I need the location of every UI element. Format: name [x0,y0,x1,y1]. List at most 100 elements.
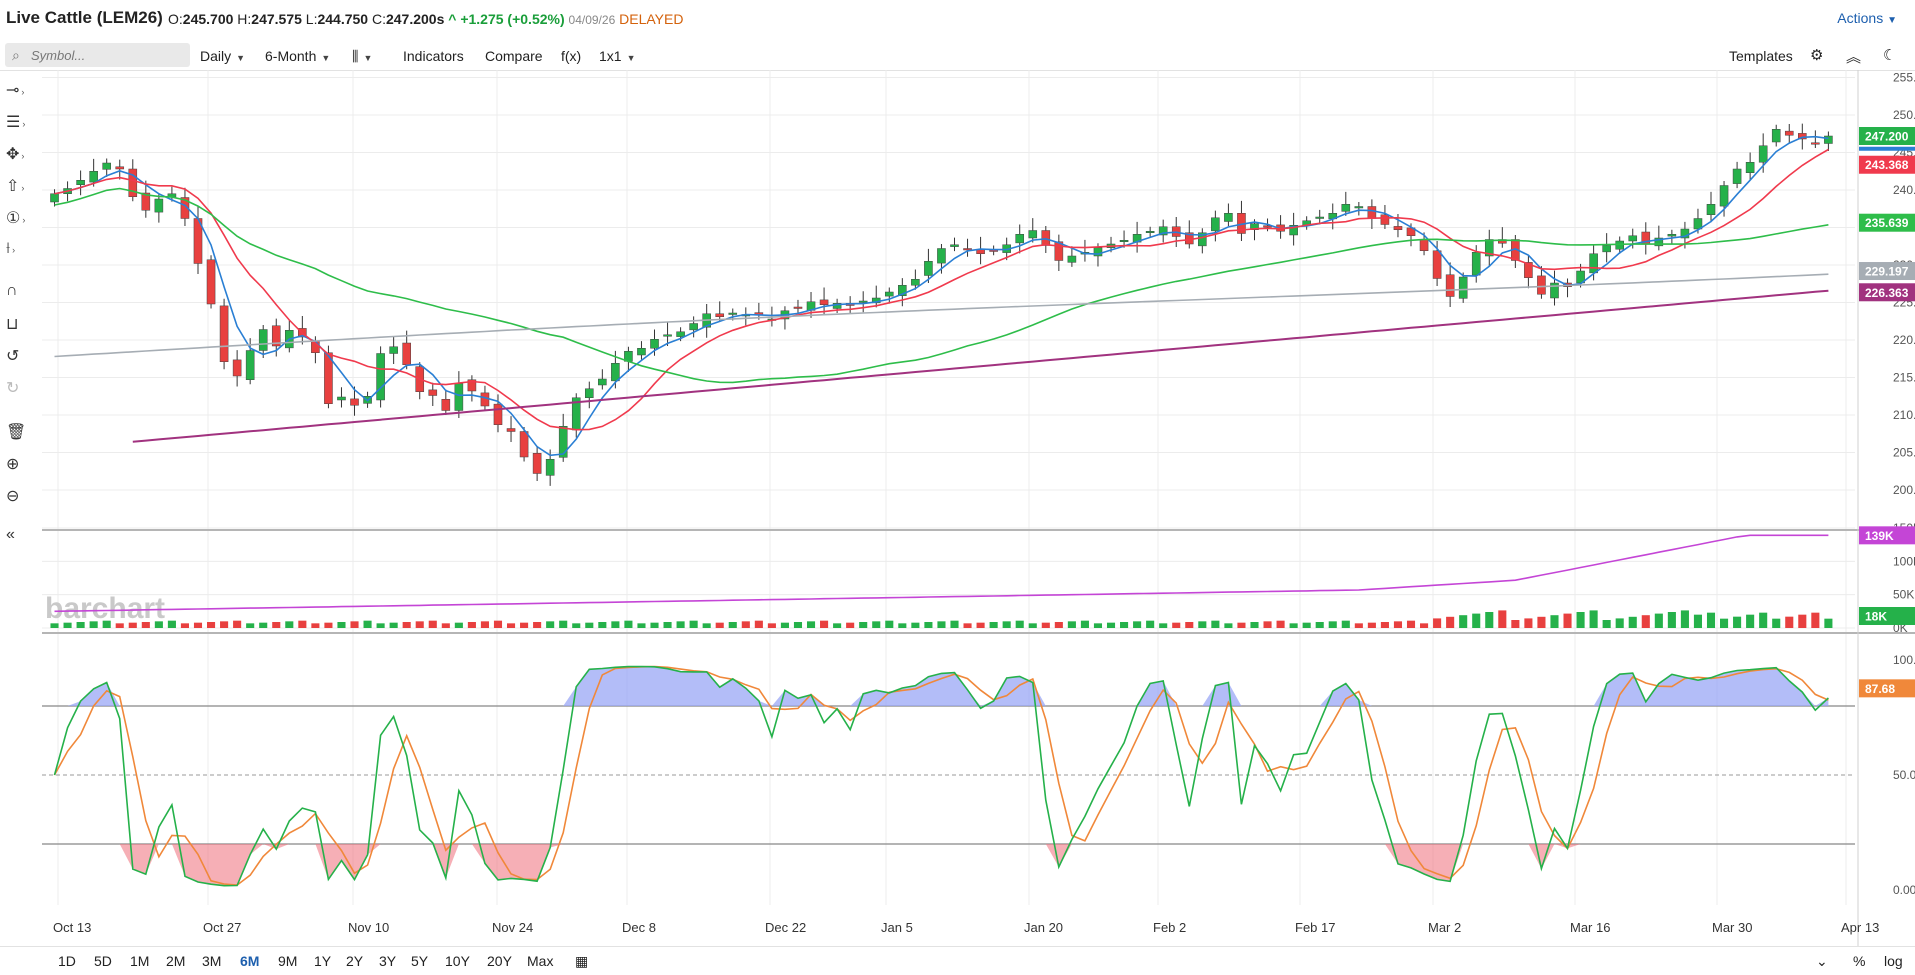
volume-bar [1498,610,1507,628]
candle-up [1667,234,1677,237]
chevron-down-icon[interactable]: ⌄ [1816,953,1828,969]
range-max[interactable]: Max [527,953,554,969]
volume-bar [676,621,685,628]
candle-up [1484,239,1494,257]
volume-bar [585,622,594,628]
candle-up [1145,231,1155,233]
period-dropdown[interactable]: 6-Month ▼ [265,48,331,64]
ma-green-tag-bg [1859,213,1915,232]
chart-type-dropdown[interactable]: ⫼ ▼ [352,48,372,65]
range-1d[interactable]: 1D [58,953,76,969]
redo-icon[interactable]: ↻ [6,380,20,397]
crosshair-icon[interactable]: ⊸ › [6,82,25,99]
measure-icon[interactable]: ⟊ › [6,240,16,257]
volume-bar [885,620,894,628]
volume-bar [1406,620,1416,628]
volume-bar [793,622,803,628]
volume-bar [1159,623,1168,628]
volume-bar [285,621,294,628]
volume-bar [50,623,59,628]
x-tick-label: Oct 13 [53,920,91,935]
range-3m[interactable]: 3M [202,953,222,969]
candle-up [650,339,659,349]
trash-icon[interactable]: 🗑 [6,424,27,441]
actions-menu[interactable]: Actions ▼ [1837,10,1897,26]
candle-down [793,306,803,309]
fx-button[interactable]: f(x) [561,48,582,64]
volume-bar [141,622,150,628]
volume-bar [911,622,920,628]
candle-up [637,348,646,356]
dark-mode-icon[interactable]: ☾ [1883,47,1897,64]
range-2m[interactable]: 2M [166,953,186,969]
stoch-axis-label: 0.00 [1893,883,1915,897]
volume-bar [1706,612,1716,628]
candle-up [858,300,868,303]
zoom-out-icon[interactable]: ⊖ [6,488,20,505]
candle-up [1341,204,1351,212]
undo-icon[interactable]: ↺ [6,348,20,365]
volume-bar [167,620,176,628]
collapse-icon[interactable]: « [6,526,15,543]
x-tick-label: Nov 24 [492,920,533,935]
candle-up [728,312,738,315]
ma-purple-line [132,289,1829,443]
calendar-icon[interactable]: ▦ [575,953,589,969]
volume-bar [741,621,750,628]
range-1m[interactable]: 1M [130,953,150,969]
candle-up [663,334,672,337]
range-20y[interactable]: 20Y [487,953,512,969]
x-tick-label: Apr 13 [1841,920,1879,935]
x-tick-label: Dec 22 [765,920,806,935]
compare-button[interactable]: Compare [485,48,543,64]
volume-bar [520,622,529,628]
volume-bar [1772,618,1781,628]
volume-bar [1120,622,1129,628]
ma-purple-tag-bg [1859,283,1915,302]
instrument-title[interactable]: Live Cattle (LEM26) [6,8,163,27]
log-toggle[interactable]: log [1884,953,1903,969]
move-icon[interactable]: ✥ › [6,146,25,163]
candle-up [154,198,164,213]
candle-up [1224,213,1233,222]
x-tick-label: Oct 27 [203,920,241,935]
volume-bar [1576,612,1585,628]
range-9m[interactable]: 9M [278,953,298,969]
range-6m[interactable]: 6M [240,953,260,969]
candle-down [963,248,972,251]
candle-down [206,259,216,305]
expand-icon[interactable]: ︽ [1846,49,1862,66]
candle-up [884,291,894,297]
volume-last-tag: 18K [1865,610,1887,624]
magnet-icon[interactable]: ∩ [6,282,18,299]
range-2y[interactable]: 2Y [346,953,364,969]
range-5y[interactable]: 5Y [411,953,429,969]
range-3y[interactable]: 3Y [379,953,397,969]
candle-up [1015,234,1025,244]
unlock-icon[interactable]: ⊔ [6,316,19,333]
open-value: 245.700 [182,11,234,27]
volume-bar [1733,616,1742,628]
range-10y[interactable]: 10Y [445,953,470,969]
lines-icon[interactable]: ☰ › [6,114,26,131]
range-5d[interactable]: 5D [94,953,112,969]
candle-down [141,192,151,211]
symbol-search-input[interactable]: ⌕ Symbol... [5,43,190,67]
layout-dropdown[interactable]: 1x1 ▼ [599,48,636,64]
interval-dropdown[interactable]: Daily ▼ [200,48,246,64]
annotation-icon[interactable]: ① › [6,210,26,227]
volume-bar [1106,622,1116,628]
percent-toggle[interactable]: % [1853,953,1866,969]
zoom-in-icon[interactable]: ⊕ [6,456,20,473]
indicators-button[interactable]: Indicators [403,48,464,64]
volume-bar [259,622,268,628]
volume-bar [1693,614,1703,628]
price-chart[interactable]: barchart Oct 13 Oct 27 Nov 10 Nov 24 Dec 8 De… [0,70,1915,946]
range-1y[interactable]: 1Y [314,953,332,969]
candle-up [1758,145,1768,163]
volume-bar [663,622,672,628]
templates-button[interactable]: Templates [1729,48,1793,64]
gear-icon[interactable]: ⚙ [1810,47,1824,64]
shapes-icon[interactable]: ⇧ › [6,178,25,195]
volume-bar [1289,623,1298,628]
